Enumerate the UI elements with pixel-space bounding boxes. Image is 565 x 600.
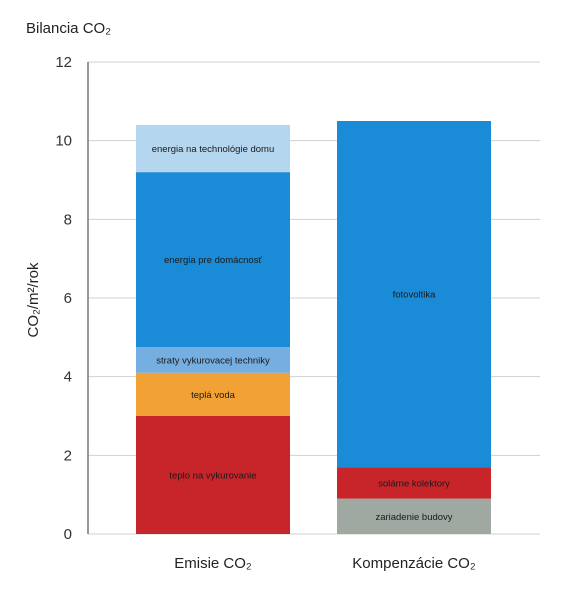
y-axis-ticks: 0 2 4 6 8 10 12: [55, 54, 89, 543]
bar-segment-label: energia na technológie domu: [152, 144, 275, 155]
x-axis-categories: Emisie CO₂ Kompenzácie CO₂: [174, 555, 476, 572]
y-tick-label: 12: [55, 54, 72, 71]
bar-segment: [136, 347, 290, 373]
bars: teplo na vykurovanie teplá voda straty vyk…: [136, 121, 491, 534]
bar-segment-label: teplá voda: [191, 390, 236, 401]
x-category-label: Kompenzácie CO₂: [352, 555, 476, 572]
bar-stack: zariadenie budovy solárne kolektory fotovo…: [337, 121, 491, 534]
bar-segment: [337, 467, 491, 499]
bar-segment-label: straty vykurovacej techniky: [156, 355, 270, 366]
bar-segment: [337, 498, 491, 534]
bar-segment: [136, 124, 290, 173]
bar-segment-label: solárne kolektory: [378, 478, 450, 489]
bar-segment: [136, 416, 290, 534]
bar-segment: [136, 372, 290, 416]
y-tick-label: 6: [64, 290, 72, 307]
bar-segment: [136, 172, 290, 348]
bar-segment-label: teplo na vykurovanie: [169, 471, 256, 482]
bar-segment-label: fotovoltika: [393, 290, 436, 301]
x-category-label: Emisie CO₂: [174, 555, 252, 572]
y-tick-label: 10: [55, 133, 72, 150]
bar-segment-label: energia pre domácnosť: [164, 255, 263, 266]
chart-title: Bilancia CO₂: [26, 20, 111, 37]
bar-stack: teplo na vykurovanie teplá voda straty vyk…: [136, 124, 290, 534]
y-tick-label: 2: [64, 447, 72, 464]
y-tick-label: 0: [64, 526, 72, 543]
bar-segment-label: zariadenie budovy: [375, 512, 452, 523]
y-axis-label: CO₂/m²/rok: [25, 262, 42, 337]
y-tick-label: 8: [64, 211, 72, 228]
bar-segment: [337, 121, 491, 468]
y-tick-label: 4: [64, 369, 72, 386]
